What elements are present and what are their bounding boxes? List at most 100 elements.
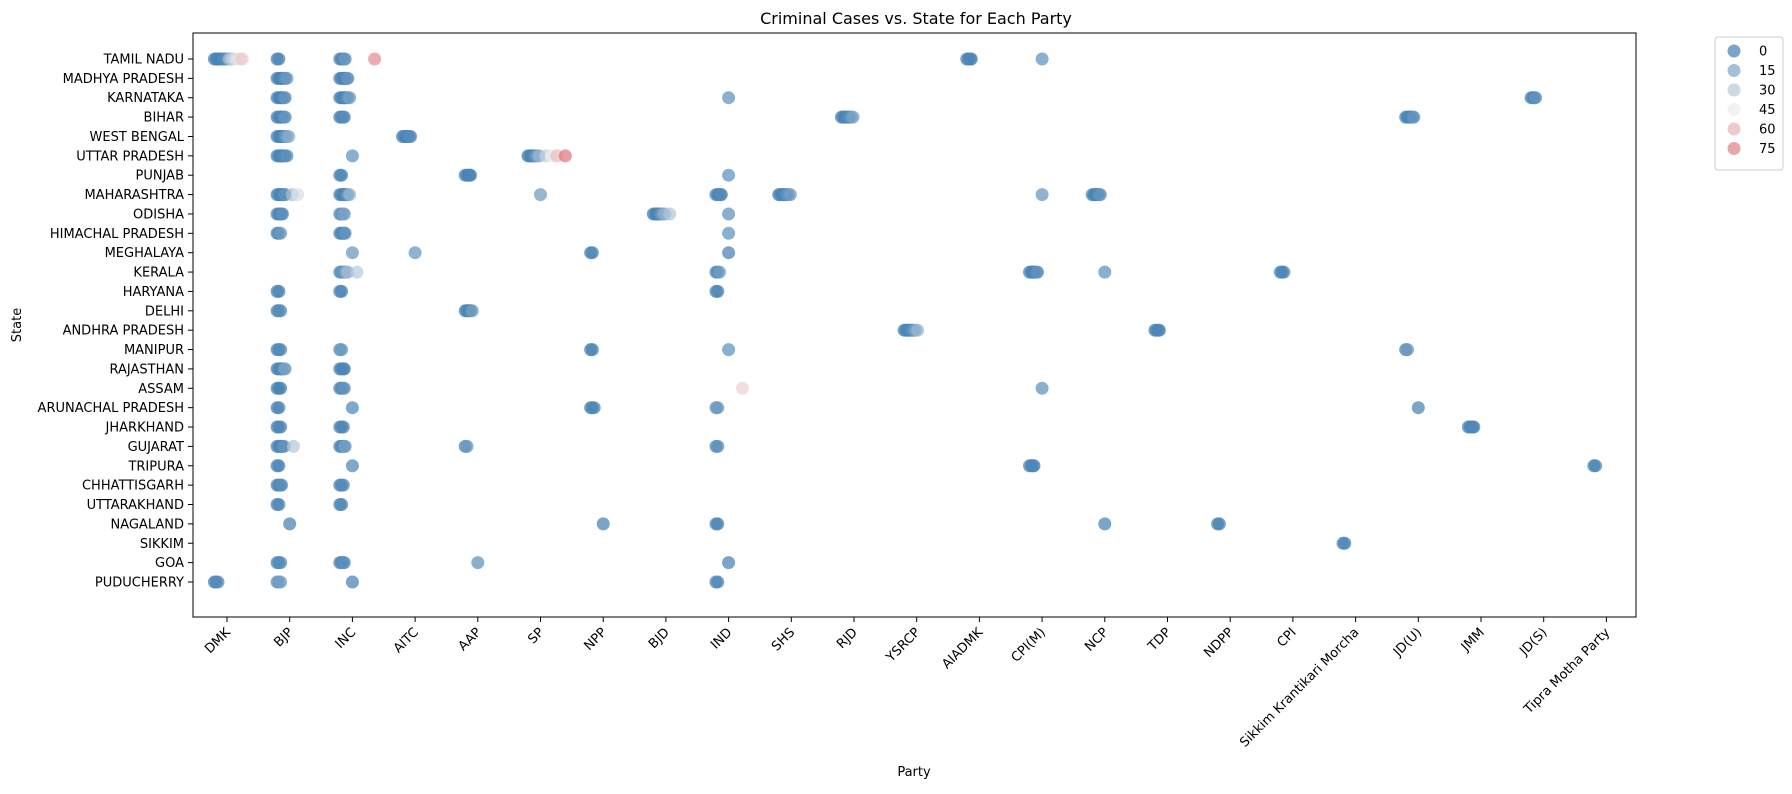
data-point bbox=[964, 52, 978, 66]
data-point bbox=[1035, 188, 1049, 202]
y-tick-label: ANDHRA PRADESH bbox=[63, 324, 184, 339]
y-tick-label: HIMACHAL PRADESH bbox=[50, 227, 184, 242]
data-point bbox=[1529, 91, 1543, 105]
data-point bbox=[337, 362, 351, 376]
x-tick-label: SHS bbox=[769, 625, 798, 654]
data-point bbox=[291, 188, 305, 202]
data-point bbox=[287, 439, 300, 453]
data-point bbox=[735, 381, 749, 395]
y-tick-label: KARNATAKA bbox=[107, 91, 184, 106]
data-point bbox=[404, 130, 418, 143]
y-tick-label: MADHYA PRADESH bbox=[63, 72, 184, 87]
x-tick-label: RJD bbox=[834, 625, 861, 652]
y-tick-label: RAJASTHAN bbox=[110, 362, 184, 377]
data-point bbox=[460, 439, 474, 453]
x-tick-label: AAP bbox=[456, 625, 485, 654]
data-point bbox=[280, 149, 294, 163]
legend-marker bbox=[1727, 142, 1741, 155]
y-tick-label: MAHARASHTRA bbox=[84, 188, 184, 203]
x-tick-label: INC bbox=[333, 625, 360, 652]
data-point bbox=[711, 401, 725, 415]
y-tick-label: DELHI bbox=[145, 304, 184, 319]
y-tick-label: ODISHA bbox=[133, 207, 184, 222]
data-point bbox=[1589, 459, 1603, 473]
legend-marker bbox=[1727, 83, 1741, 97]
data-point bbox=[335, 498, 349, 511]
y-tick-label: ASSAM bbox=[138, 382, 184, 397]
data-point bbox=[283, 517, 297, 531]
data-point bbox=[722, 168, 736, 182]
data-point bbox=[408, 246, 422, 260]
legend-label: 15 bbox=[1759, 64, 1776, 79]
data-point bbox=[1338, 536, 1352, 550]
legend-label: 75 bbox=[1759, 142, 1776, 157]
data-point bbox=[341, 71, 355, 85]
data-point bbox=[272, 498, 286, 511]
data-point bbox=[336, 478, 350, 492]
legend-marker bbox=[1727, 103, 1741, 116]
data-point bbox=[1098, 265, 1112, 279]
data-point bbox=[1035, 52, 1049, 66]
data-point bbox=[471, 556, 485, 570]
y-tick-label: BIHAR bbox=[144, 111, 184, 126]
x-tick-label: DMK bbox=[202, 625, 234, 657]
y-tick-label: HARYANA bbox=[123, 285, 184, 300]
legend-label: 45 bbox=[1759, 103, 1776, 118]
y-tick-label: TAMIL NADU bbox=[103, 53, 184, 68]
data-point bbox=[1031, 265, 1045, 279]
data-point bbox=[711, 517, 725, 531]
data-point bbox=[783, 188, 797, 202]
x-tick-label: TDP bbox=[1145, 625, 1175, 655]
data-point bbox=[335, 168, 349, 182]
y-axis-title: State bbox=[10, 308, 25, 342]
data-point bbox=[1467, 420, 1481, 434]
data-point bbox=[335, 343, 349, 357]
x-tick-label: CPI bbox=[1274, 625, 1299, 650]
x-tick-label: BJD bbox=[646, 625, 673, 652]
x-tick-label: NDPP bbox=[1201, 625, 1237, 661]
data-point bbox=[722, 207, 736, 221]
data-point bbox=[235, 52, 249, 66]
data-point bbox=[282, 130, 296, 143]
y-axis-ticks: TAMIL NADU MADHYA PRADESH KARNATAKA BIHAR WE… bbox=[38, 53, 193, 590]
data-point bbox=[343, 188, 357, 202]
data-point bbox=[1277, 265, 1291, 279]
data-point bbox=[278, 110, 292, 124]
x-tick-label: CPI(M) bbox=[1009, 625, 1049, 665]
data-point bbox=[338, 226, 352, 240]
x-tick-label: AIADMK bbox=[939, 625, 986, 672]
legend-marker bbox=[1727, 122, 1741, 136]
y-tick-label: PUDUCHERRY bbox=[95, 575, 184, 590]
data-point bbox=[1407, 110, 1421, 124]
data-point bbox=[345, 149, 359, 163]
data-point bbox=[280, 71, 294, 85]
y-tick-label: TRIPURA bbox=[127, 459, 184, 474]
data-point bbox=[711, 575, 725, 589]
data-point bbox=[274, 304, 288, 318]
data-point bbox=[345, 401, 359, 415]
x-tick-label: Sikkim Krantikari Morcha bbox=[1237, 625, 1362, 750]
data-point bbox=[211, 575, 225, 589]
y-tick-label: MEGHALAYA bbox=[105, 246, 185, 261]
y-tick-label: PUNJAB bbox=[136, 169, 185, 184]
y-tick-label: UTTARAKHAND bbox=[87, 498, 184, 513]
legend-marker bbox=[1727, 44, 1741, 58]
data-point bbox=[465, 304, 479, 318]
data-point bbox=[272, 401, 286, 415]
x-tick-label: JD(U) bbox=[1390, 625, 1425, 660]
data-point bbox=[585, 343, 599, 357]
data-point bbox=[722, 226, 736, 240]
data-point bbox=[274, 226, 288, 240]
x-tick-label: NCP bbox=[1082, 625, 1112, 655]
x-tick-label: JMM bbox=[1458, 625, 1488, 655]
data-point bbox=[722, 246, 736, 260]
data-point bbox=[274, 556, 288, 570]
data-point bbox=[1035, 381, 1049, 395]
data-point bbox=[1411, 401, 1425, 415]
data-point bbox=[275, 478, 289, 492]
data-point bbox=[272, 52, 286, 66]
y-tick-label: GOA bbox=[155, 556, 184, 571]
data-point bbox=[846, 110, 860, 124]
